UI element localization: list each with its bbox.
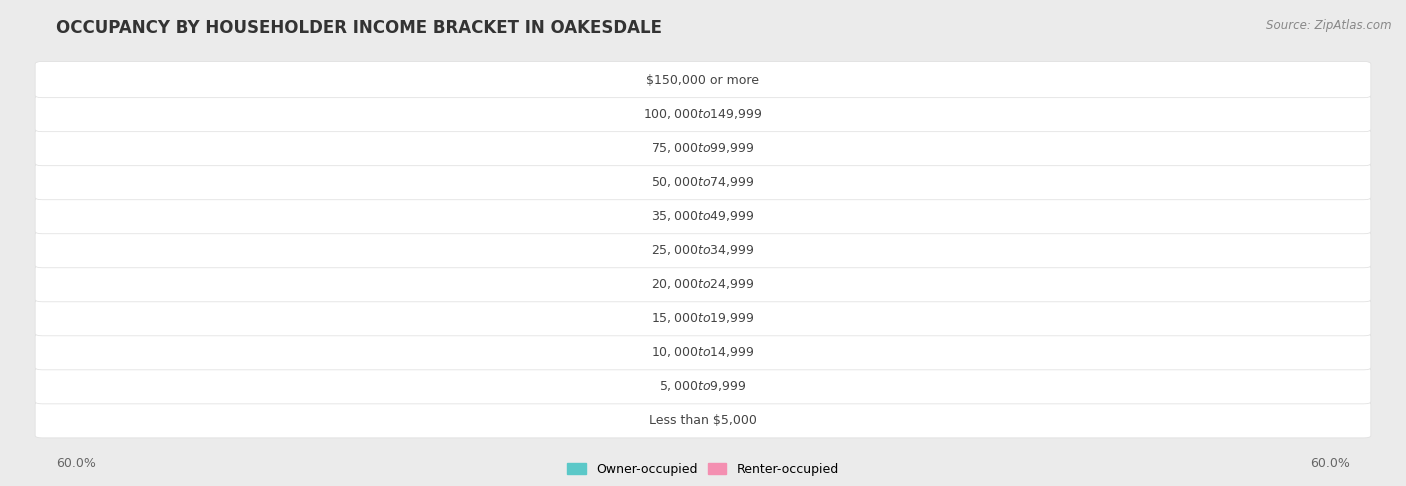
Text: Source: ZipAtlas.com: Source: ZipAtlas.com [1267,19,1392,33]
Text: 13.0%: 13.0% [357,108,398,121]
Text: $50,000 to $74,999: $50,000 to $74,999 [651,175,755,189]
Bar [343,171,506,193]
Bar [474,341,506,364]
Text: 6.5%: 6.5% [415,244,446,257]
Bar [375,137,506,159]
Text: 13.6%: 13.6% [1010,244,1049,257]
Text: 1.5%: 1.5% [451,414,484,427]
Text: 60.0%: 60.0% [1310,457,1350,470]
Bar [457,239,506,261]
Text: $20,000 to $24,999: $20,000 to $24,999 [651,278,755,291]
Text: 0.0%: 0.0% [907,346,939,359]
Text: 4.6%: 4.6% [942,278,973,291]
Text: 4.6%: 4.6% [942,210,973,223]
Bar [409,103,506,125]
Text: 14.5%: 14.5% [346,210,387,223]
Text: $15,000 to $19,999: $15,000 to $19,999 [651,312,755,325]
Bar [495,409,506,432]
Text: 13.6%: 13.6% [1010,74,1049,87]
Text: 17.4%: 17.4% [325,142,364,155]
Text: $5,000 to $9,999: $5,000 to $9,999 [659,380,747,393]
Bar [900,273,935,295]
Text: 5.1%: 5.1% [425,278,457,291]
Bar [900,69,1002,91]
Text: $100,000 to $149,999: $100,000 to $149,999 [644,107,762,121]
Text: 0.72%: 0.72% [450,380,489,393]
Text: $25,000 to $34,999: $25,000 to $34,999 [651,243,755,257]
Text: 60.0%: 60.0% [56,457,96,470]
Text: OCCUPANCY BY HOUSEHOLDER INCOME BRACKET IN OAKESDALE: OCCUPANCY BY HOUSEHOLDER INCOME BRACKET … [56,19,662,37]
Text: 0.0%: 0.0% [907,380,939,393]
Text: $75,000 to $99,999: $75,000 to $99,999 [651,141,755,155]
Text: 4.4%: 4.4% [430,346,463,359]
Text: 9.1%: 9.1% [976,142,1007,155]
Bar [468,273,506,295]
Text: 12.3%: 12.3% [363,74,402,87]
Text: Less than $5,000: Less than $5,000 [650,414,756,427]
Text: $10,000 to $14,999: $10,000 to $14,999 [651,346,755,359]
Bar [398,205,506,227]
Text: 0.0%: 0.0% [907,108,939,121]
Bar [501,375,506,398]
Text: 0.0%: 0.0% [907,414,939,427]
Text: 2.9%: 2.9% [441,312,474,325]
Text: 54.6%: 54.6% [1317,176,1357,189]
Bar [900,239,1002,261]
Bar [900,137,969,159]
Text: 21.7%: 21.7% [292,176,332,189]
Bar [900,171,1309,193]
Text: $150,000 or more: $150,000 or more [647,74,759,87]
Bar [485,307,506,330]
Legend: Owner-occupied, Renter-occupied: Owner-occupied, Renter-occupied [564,459,842,480]
Text: $35,000 to $49,999: $35,000 to $49,999 [651,209,755,223]
Bar [900,205,935,227]
Bar [413,69,506,91]
Text: 0.0%: 0.0% [907,312,939,325]
